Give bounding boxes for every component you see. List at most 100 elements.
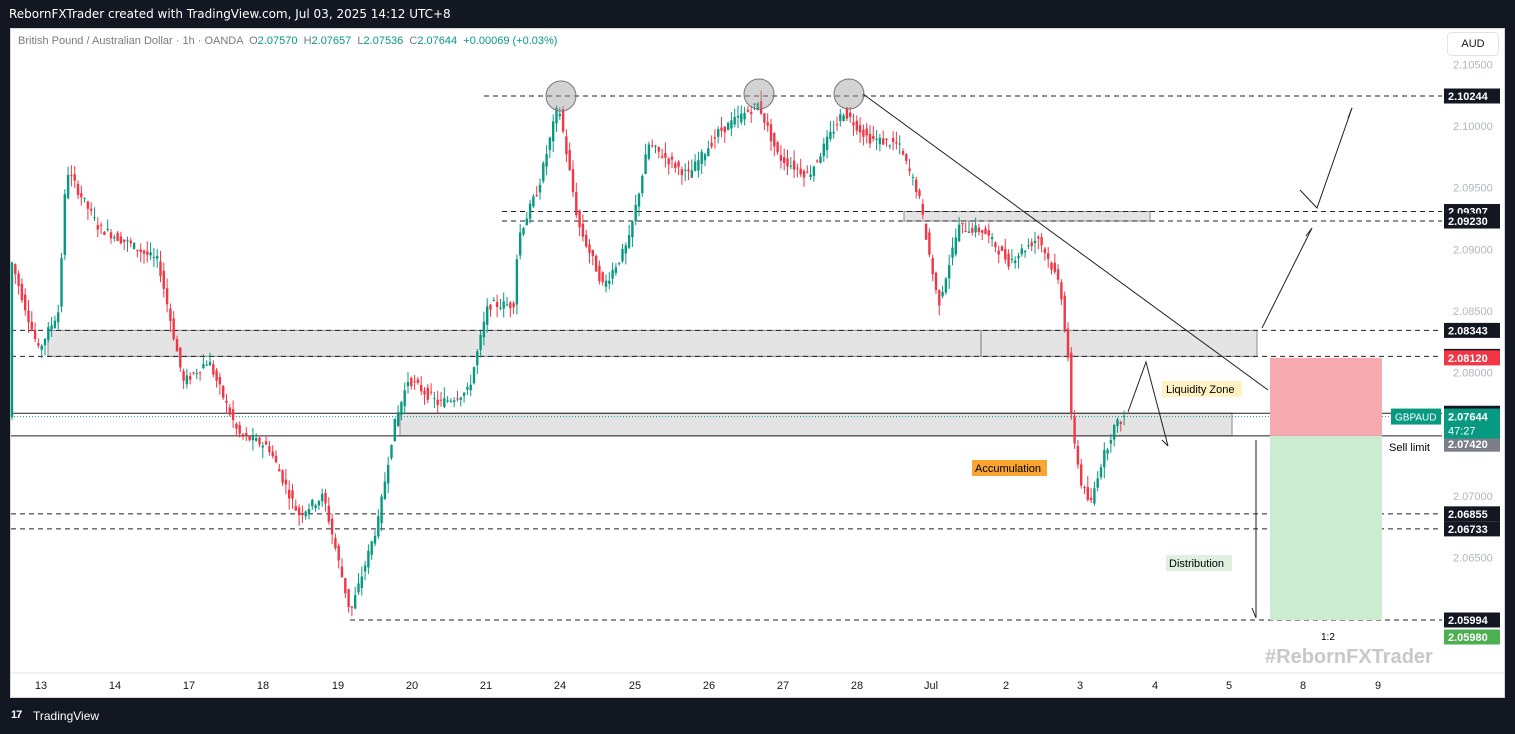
- candle: [330, 513, 334, 544]
- candle: [360, 566, 363, 596]
- price-tag-label: 2.06733: [1448, 524, 1488, 536]
- candle: [251, 427, 255, 451]
- candle: [367, 544, 370, 575]
- candle-body: [436, 399, 439, 405]
- candle-body: [901, 151, 905, 155]
- candle-body: [30, 321, 33, 330]
- candle-body: [885, 138, 888, 140]
- y-axis-tick: 2.09500: [1453, 183, 1493, 195]
- candle: [631, 221, 634, 247]
- y-axis-tick: 2.07000: [1453, 491, 1493, 503]
- candle-body: [222, 385, 225, 398]
- candle-body: [515, 259, 519, 305]
- candle: [882, 130, 885, 145]
- candle: [740, 105, 743, 125]
- candle: [766, 113, 769, 132]
- change-value: +0.00069 (+0.03%): [463, 35, 558, 47]
- candle: [129, 237, 132, 248]
- candle-body: [773, 132, 776, 147]
- candle: [248, 435, 251, 442]
- candle-body: [109, 232, 113, 239]
- candle: [396, 405, 400, 428]
- candle-body: [1037, 236, 1040, 239]
- candle: [720, 116, 723, 138]
- candle-body: [212, 364, 215, 375]
- candle-body: [136, 249, 139, 251]
- candle: [931, 254, 934, 282]
- candle: [1017, 252, 1020, 269]
- candle: [314, 503, 317, 512]
- candle: [532, 193, 535, 209]
- candle-body: [651, 145, 654, 147]
- candle-body: [789, 165, 792, 167]
- candle-body: [469, 384, 472, 391]
- candle: [466, 382, 469, 396]
- candle: [109, 229, 113, 244]
- candle-body: [974, 225, 977, 233]
- candle: [350, 606, 354, 617]
- x-axis-tick: Jul: [924, 680, 938, 692]
- candle-body: [129, 240, 132, 244]
- candle: [1014, 256, 1017, 269]
- candle: [783, 148, 786, 171]
- candle: [482, 311, 486, 346]
- candle-body: [40, 345, 43, 350]
- candle-body: [264, 441, 268, 445]
- candle-body: [581, 223, 585, 237]
- candle-body: [347, 589, 350, 608]
- candle: [512, 300, 515, 314]
- candle: [717, 126, 720, 144]
- candle-body: [568, 150, 571, 170]
- candle-body: [806, 171, 809, 173]
- candle: [357, 573, 360, 595]
- candle: [499, 298, 502, 311]
- candle-body: [660, 156, 664, 158]
- candle-body: [363, 565, 367, 572]
- candle: [400, 401, 403, 421]
- candle-body: [538, 184, 542, 193]
- arrow-head: [1161, 439, 1169, 447]
- candle-body: [33, 329, 37, 340]
- candle: [449, 398, 453, 403]
- swing-high-marker: [743, 78, 775, 110]
- candle: [1080, 459, 1083, 489]
- candle: [997, 245, 1000, 264]
- x-axis-tick: 3: [1077, 680, 1083, 692]
- candle-body: [591, 250, 594, 256]
- candle-body: [981, 230, 984, 233]
- price-tag-bg: [1444, 629, 1500, 645]
- candle-body: [324, 492, 327, 504]
- candle: [918, 188, 921, 200]
- candle-body: [713, 137, 717, 139]
- candle: [1050, 261, 1053, 275]
- candle: [387, 456, 390, 494]
- candle: [961, 222, 964, 234]
- close-value: 2.07644: [417, 35, 458, 47]
- candle-body: [753, 103, 756, 105]
- candle: [981, 229, 984, 241]
- candle: [205, 360, 208, 366]
- candle: [218, 372, 222, 395]
- currency-button[interactable]: AUD: [1447, 32, 1499, 56]
- candle: [954, 228, 957, 257]
- candle-body: [740, 113, 743, 123]
- candle-body: [1053, 262, 1056, 272]
- candle-body: [486, 306, 489, 325]
- candle: [941, 285, 944, 299]
- candle-body: [377, 516, 380, 537]
- candle: [446, 396, 449, 403]
- candle-body: [984, 228, 987, 235]
- candle-body: [862, 129, 865, 137]
- candle-body: [304, 511, 307, 517]
- candle-body: [86, 201, 90, 209]
- candle: [519, 223, 522, 260]
- candle-body: [489, 304, 492, 310]
- candle-body: [281, 470, 284, 483]
- x-axis-tick: 25: [629, 680, 641, 692]
- candle-body: [855, 120, 858, 131]
- candle-body: [839, 114, 842, 121]
- candle: [416, 376, 420, 385]
- candle-body: [905, 154, 908, 161]
- candle: [1053, 253, 1056, 275]
